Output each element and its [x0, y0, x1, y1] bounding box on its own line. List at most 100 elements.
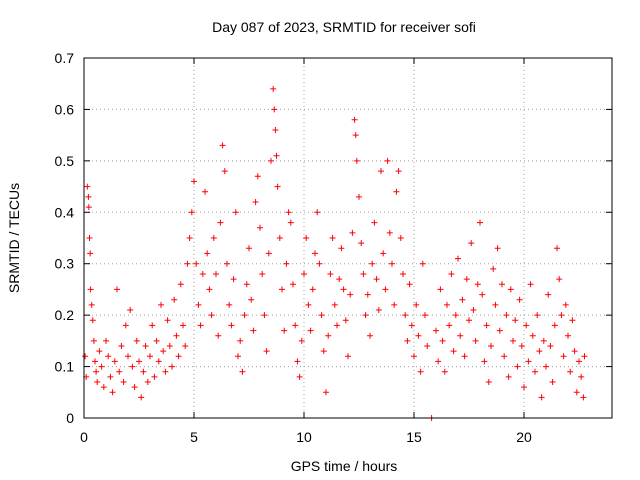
data-point [114, 286, 120, 293]
x-tick-label: 5 [190, 429, 198, 445]
data-point [210, 235, 217, 241]
data-point [477, 219, 483, 226]
data-point [474, 281, 481, 288]
data-point [470, 307, 477, 313]
data-point [450, 348, 457, 355]
data-point [369, 260, 376, 267]
data-point [492, 301, 499, 308]
data-point [413, 301, 420, 308]
data-point [140, 368, 147, 375]
data-point [351, 116, 358, 123]
data-point [120, 379, 127, 385]
data-point [303, 235, 310, 241]
data-point [393, 188, 400, 195]
data-point [325, 332, 332, 339]
data-point [226, 301, 233, 308]
data-point [529, 332, 536, 339]
data-point [116, 368, 123, 375]
data-point [153, 337, 160, 344]
data-point [188, 209, 195, 216]
data-point [129, 363, 136, 370]
data-point [215, 332, 222, 339]
data-point [384, 157, 391, 164]
data-point [483, 322, 490, 329]
data-point [180, 322, 186, 329]
data-point [441, 368, 448, 375]
data-point [395, 168, 402, 175]
data-point [349, 229, 356, 236]
data-point [380, 250, 387, 257]
data-point [100, 384, 107, 391]
data-point [296, 373, 303, 380]
data-point [540, 337, 547, 344]
data-point [199, 271, 206, 277]
data-point [510, 337, 516, 344]
data-point [162, 368, 169, 375]
data-point [419, 260, 426, 267]
data-point [144, 379, 151, 385]
data-point [389, 260, 395, 267]
data-point [272, 127, 279, 133]
data-point [334, 322, 340, 329]
data-point [202, 188, 208, 195]
data-point [85, 204, 92, 211]
data-point [316, 260, 323, 267]
data-point [155, 358, 162, 365]
data-point [217, 219, 224, 226]
data-point [250, 327, 257, 334]
data-point [378, 168, 384, 175]
data-point [98, 363, 105, 370]
data-point [525, 358, 532, 365]
data-point [512, 317, 519, 324]
data-point [417, 368, 424, 375]
data-point [270, 85, 277, 92]
data-point [573, 389, 580, 396]
data-point [518, 343, 525, 349]
data-point [131, 384, 138, 391]
data-point [307, 327, 314, 334]
data-point [371, 219, 378, 226]
data-point [503, 312, 510, 319]
data-point [468, 240, 475, 247]
data-point [439, 337, 446, 344]
x-tick-label: 0 [80, 429, 88, 445]
data-point [235, 353, 241, 360]
data-point [327, 271, 334, 277]
data-point [433, 327, 439, 334]
data-point [481, 358, 488, 365]
x-tick-label: 20 [516, 429, 532, 445]
data-point [305, 301, 312, 308]
data-point [536, 348, 543, 355]
y-tick-label: 0.3 [55, 256, 75, 272]
data-point [239, 368, 246, 375]
data-point [90, 337, 97, 344]
data-point [338, 245, 345, 252]
data-point [228, 322, 235, 329]
data-point [406, 281, 413, 288]
data-point [532, 368, 538, 375]
data-point [142, 343, 149, 349]
data-point [435, 358, 442, 365]
data-point [352, 132, 359, 139]
data-point [402, 312, 409, 319]
data-point [175, 353, 182, 360]
data-point [362, 312, 369, 319]
data-point [562, 301, 569, 308]
data-point [88, 301, 95, 308]
data-point [186, 235, 193, 241]
data-point [246, 245, 252, 252]
data-point [182, 343, 189, 349]
data-point [160, 348, 167, 355]
data-point [195, 301, 202, 308]
data-point [309, 286, 316, 293]
data-point [323, 389, 329, 396]
y-tick-label: 0 [66, 410, 74, 426]
data-point [261, 312, 268, 319]
data-point [84, 183, 91, 190]
data-point [567, 368, 574, 375]
data-point [408, 322, 415, 329]
data-points [82, 85, 588, 421]
data-point [565, 332, 571, 339]
data-point [221, 168, 228, 175]
data-point [184, 260, 191, 267]
